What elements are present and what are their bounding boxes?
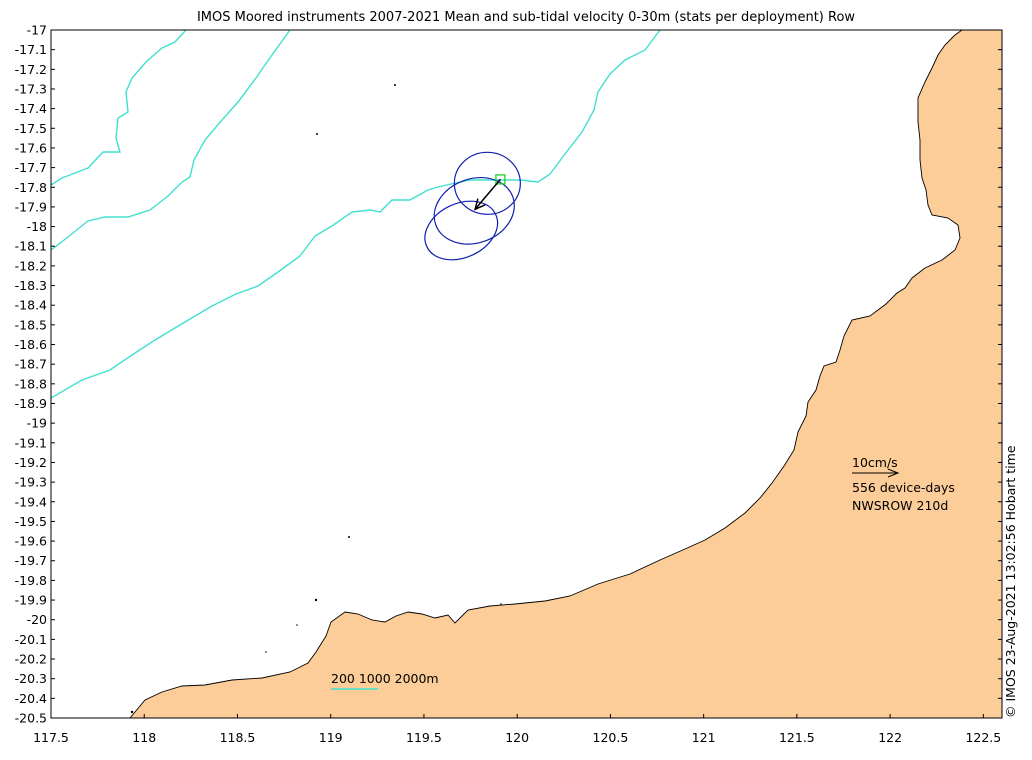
lat-tick-label: -17.2: [15, 62, 47, 77]
lat-tick-label: -18.2: [15, 258, 47, 273]
lat-tick-label: -19.5: [15, 514, 47, 529]
lat-tick-label: -19.8: [15, 573, 47, 588]
lat-tick-label: -18.3: [15, 278, 47, 293]
lat-tick-label: -18: [27, 219, 47, 234]
lat-tick-label: -17: [27, 23, 47, 38]
island: [316, 133, 318, 135]
lon-tick-label: 117.5: [33, 730, 69, 745]
lon-tick-label: 122: [878, 730, 902, 745]
variance-ellipse: [453, 151, 521, 215]
lat-tick-label: -18.8: [15, 376, 47, 391]
lat-tick-label: -17.9: [15, 199, 47, 214]
lat-tick-label: -17.6: [15, 140, 47, 155]
island: [500, 603, 502, 605]
lon-tick-label: 120.5: [593, 730, 629, 745]
lat-tick-label: -19: [27, 416, 47, 431]
lat-tick-label: -17.1: [15, 42, 47, 57]
island: [314, 598, 318, 602]
lon-tick-label: 122.5: [965, 730, 1001, 745]
mean-velocity-arrow: [473, 178, 501, 211]
isobath-200m: [51, 30, 187, 186]
lat-tick-label: -19.6: [15, 534, 47, 549]
latitude-axis: -17 -17.1 -17.2 -17.3 -17.4 -17.5 -17.6 -17.7 -1…: [15, 23, 1002, 726]
lon-tick-label: 121: [692, 730, 716, 745]
mooring-site-marker[interactable]: [495, 174, 506, 185]
island: [394, 84, 396, 86]
lon-tick-label: 118.5: [220, 730, 256, 745]
lat-tick-label: -18.7: [15, 357, 47, 372]
lat-tick-label: -17.3: [15, 81, 47, 96]
lat-tick-label: -19.3: [15, 475, 47, 490]
island: [348, 536, 350, 538]
plot-frame: [50, 29, 1003, 719]
site-days-label: NWSROW 210d: [852, 498, 948, 513]
lat-tick-label: -19.4: [15, 494, 47, 509]
lat-tick-label: -19.9: [15, 593, 47, 608]
lat-tick-label: -17.7: [15, 160, 47, 175]
land-mass: [129, 30, 1002, 718]
lat-tick-label: -20.2: [15, 652, 47, 667]
lat-tick-label: -20.3: [15, 671, 47, 686]
velocity-scale-label: 10cm/s: [852, 455, 898, 470]
lon-tick-label: 119: [319, 730, 343, 745]
lat-tick-label: -20.4: [15, 691, 47, 706]
island: [296, 624, 298, 626]
lat-tick-label: -18.4: [15, 298, 47, 313]
longitude-axis: 117.5 118 118.5 119 119.5 120 120.5 121 121.5 122…: [33, 714, 1001, 745]
lat-tick-label: -20.5: [15, 711, 47, 726]
lon-tick-label: 119.5: [406, 730, 442, 745]
lat-tick-label: -17.4: [15, 101, 47, 116]
isobaths: [51, 30, 661, 399]
variance-ellipse: [433, 177, 515, 245]
lat-tick-label: -20: [27, 612, 47, 627]
lat-tick-label: -20.1: [15, 632, 47, 647]
lat-tick-label: -18.1: [15, 239, 47, 254]
credit-timestamp: © IMOS 23-Aug-2021 13:02:56 Hobart time: [1003, 445, 1018, 718]
velocity-scale-arrow: [852, 468, 900, 478]
lat-tick-label: -19.1: [15, 435, 47, 450]
device-days-label: 556 device-days: [852, 480, 955, 495]
isobath-2000m: [51, 30, 661, 399]
island: [130, 710, 134, 714]
variance-ellipse: [424, 200, 499, 261]
lat-tick-label: -19.7: [15, 553, 47, 568]
island: [265, 651, 267, 653]
lon-tick-label: 121.5: [779, 730, 815, 745]
lat-tick-label: -17.8: [15, 180, 47, 195]
lon-tick-label: 118: [132, 730, 156, 745]
lat-tick-label: -17.5: [15, 121, 47, 136]
isobath-legend-label: 200 1000 2000m: [331, 671, 439, 686]
lat-tick-label: -18.6: [15, 337, 47, 352]
map-title: IMOS Moored instruments 2007-2021 Mean a…: [196, 10, 856, 25]
lat-tick-label: -18.9: [15, 396, 47, 411]
lon-tick-label: 120: [505, 730, 529, 745]
isobath-1000m: [51, 30, 291, 251]
lat-tick-label: -18.5: [15, 317, 47, 332]
lat-tick-label: -19.2: [15, 455, 47, 470]
